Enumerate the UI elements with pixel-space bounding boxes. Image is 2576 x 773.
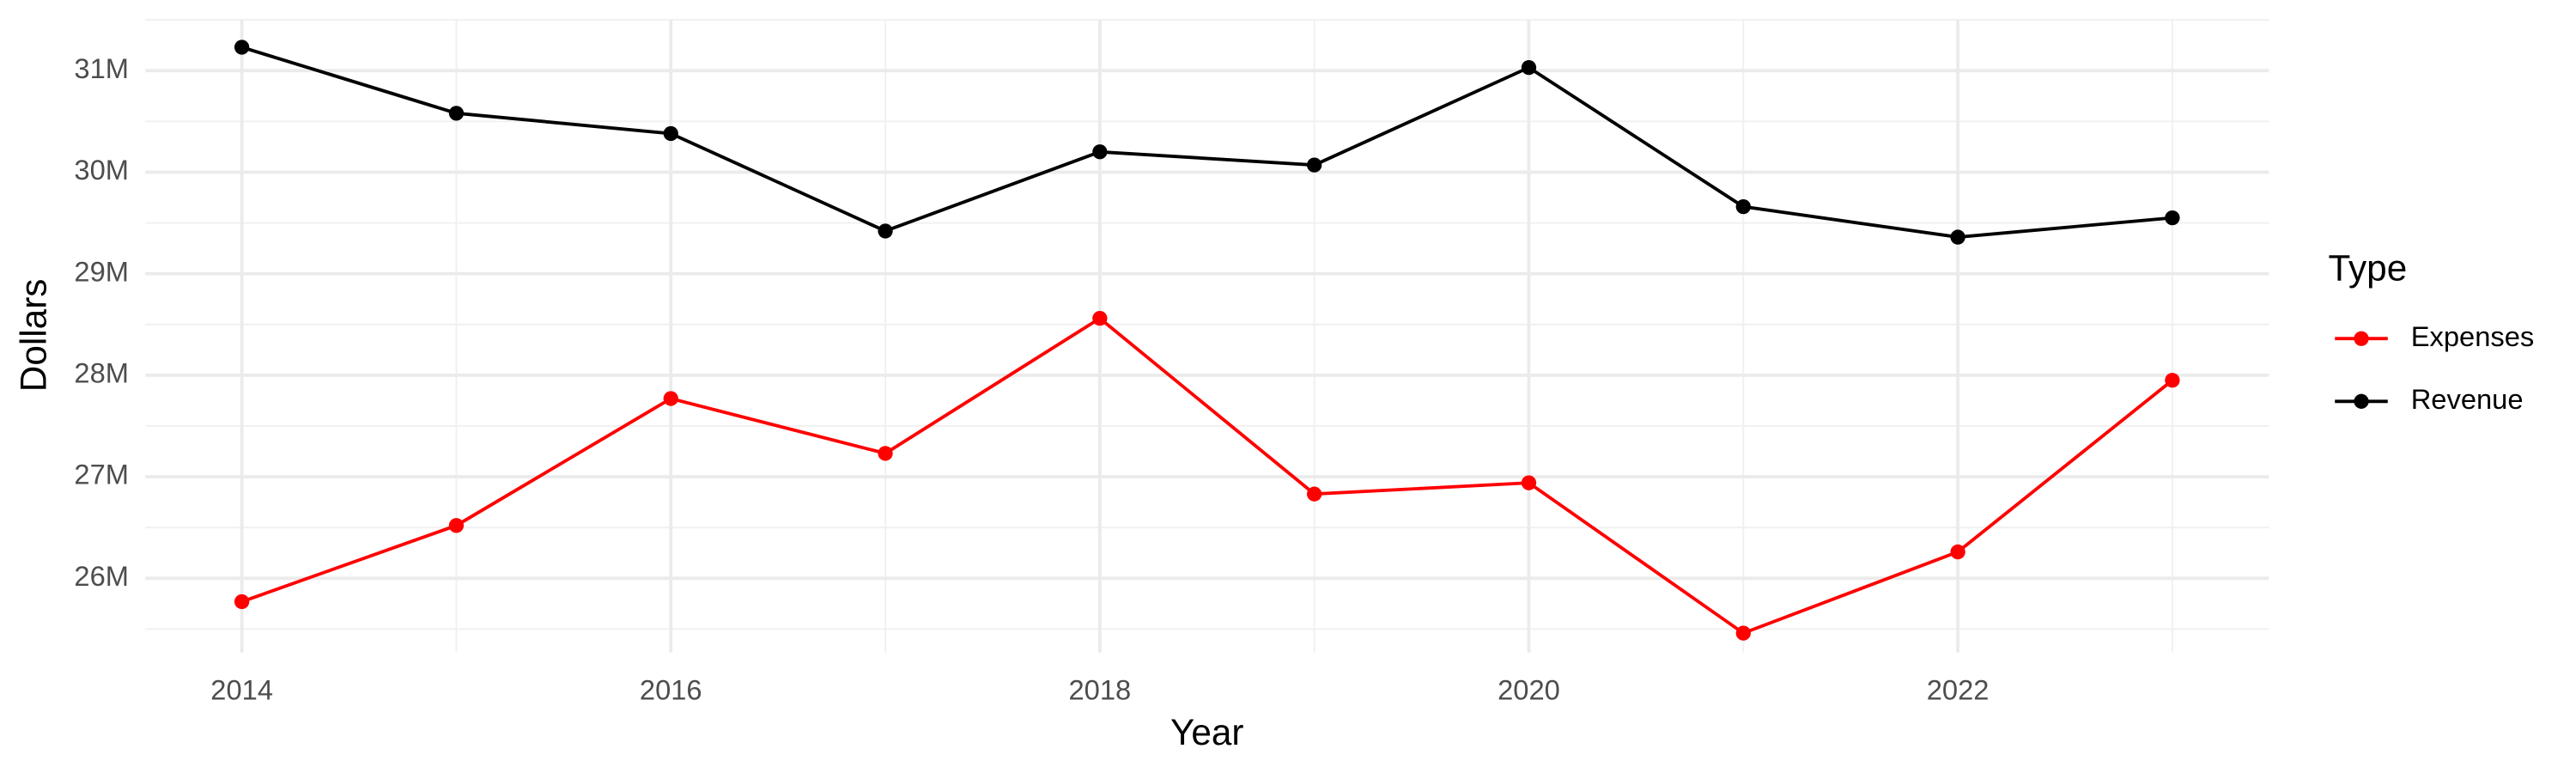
data-point xyxy=(2165,373,2180,388)
data-point xyxy=(878,223,893,239)
legend-label: Expenses xyxy=(2411,320,2535,352)
y-tick-label: 27M xyxy=(74,459,129,490)
data-point xyxy=(1521,475,1537,490)
legend-key-point xyxy=(2354,331,2369,346)
series-line xyxy=(241,46,2173,240)
y-tick-label: 28M xyxy=(74,357,129,389)
legend-title: Type xyxy=(2329,248,2408,289)
x-tick-label: 2016 xyxy=(640,673,702,705)
y-tick-label: 29M xyxy=(74,255,129,287)
y-tick-label: 31M xyxy=(74,52,129,84)
legend-label: Revenue xyxy=(2411,383,2524,415)
data-point xyxy=(1092,311,1108,326)
data-point xyxy=(1950,544,1965,560)
x-tick-label: 2014 xyxy=(210,673,273,705)
data-point xyxy=(1307,157,1322,173)
data-point xyxy=(234,40,250,55)
x-tick-label: 2022 xyxy=(1927,673,1990,705)
data-point xyxy=(663,391,678,406)
data-point xyxy=(2165,210,2180,226)
data-point xyxy=(1950,229,1965,245)
data-point xyxy=(1735,198,1751,215)
y-tick-label: 26M xyxy=(74,560,129,592)
data-point xyxy=(1735,625,1751,641)
data-point xyxy=(448,106,465,121)
y-tick-label: 30M xyxy=(74,154,129,186)
x-tick-label: 2018 xyxy=(1069,673,1132,705)
data-point xyxy=(1521,59,1537,76)
x-axis-title: Year xyxy=(1170,712,1243,752)
series-line xyxy=(241,316,2174,636)
data-point xyxy=(1092,144,1108,160)
data-point xyxy=(663,125,678,142)
data-point xyxy=(234,593,250,610)
legend-key-point xyxy=(2354,393,2369,409)
data-point xyxy=(448,518,465,533)
y-axis-title: Dollars xyxy=(13,279,53,393)
data-point xyxy=(1307,486,1322,502)
data-point xyxy=(878,446,893,461)
x-tick-label: 2020 xyxy=(1498,673,1560,705)
